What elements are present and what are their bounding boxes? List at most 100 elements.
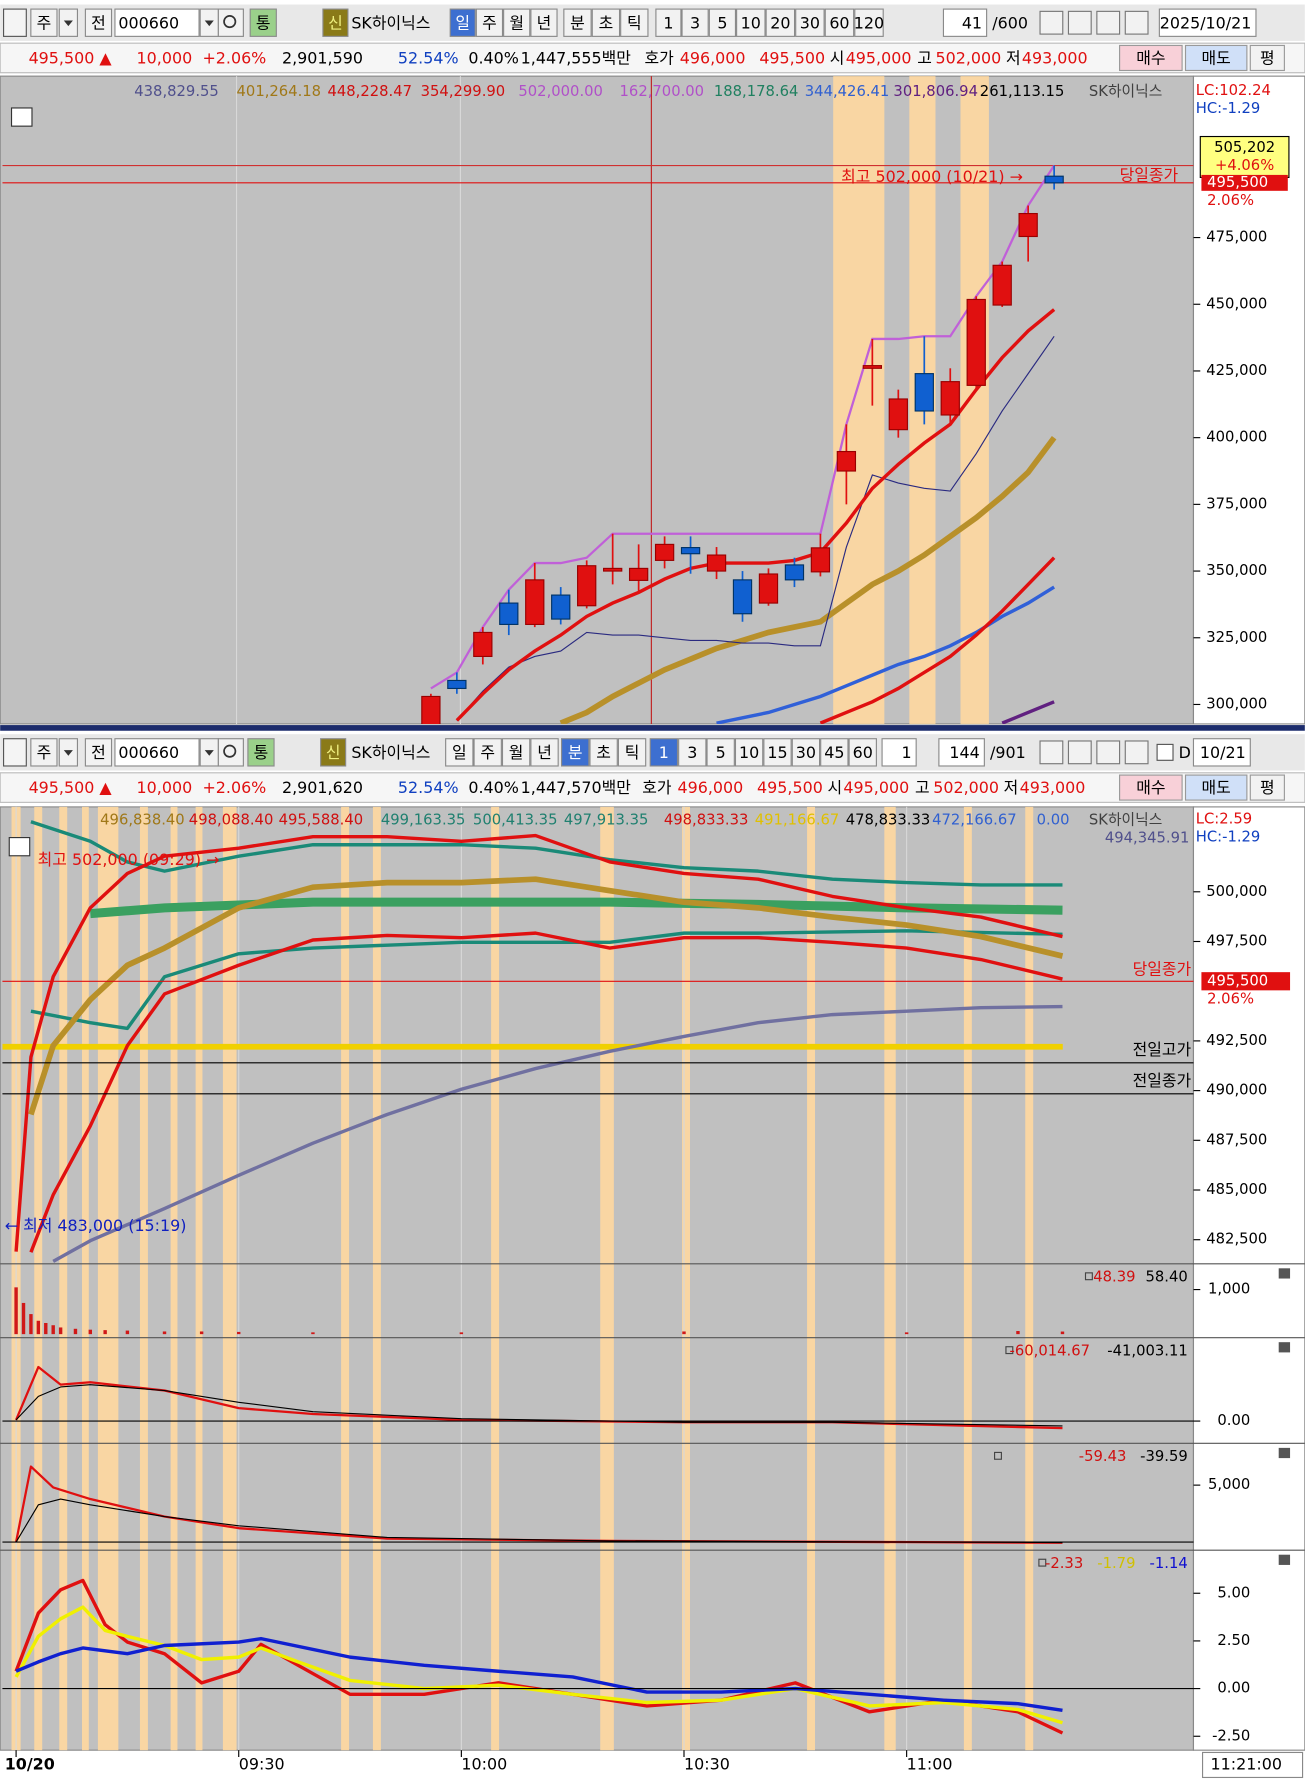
pane-close[interactable] — [1278, 1268, 1291, 1279]
toolbar-text[interactable]: 10/21 — [1200, 743, 1246, 762]
pane-close[interactable] — [1278, 1447, 1291, 1459]
order-button[interactable] — [1249, 774, 1285, 801]
tool-icon[interactable] — [1124, 10, 1149, 35]
toolbar-button[interactable] — [620, 8, 649, 37]
toolbar-text[interactable]: 45 — [824, 743, 844, 762]
search-button[interactable] — [217, 8, 244, 37]
toolbar-button[interactable] — [938, 738, 985, 767]
toolbar-button[interactable] — [84, 738, 113, 767]
order-button-text[interactable]: 매도 — [1202, 778, 1231, 797]
toolbar-button[interactable] — [320, 738, 347, 767]
order-button[interactable] — [1184, 44, 1248, 72]
toolbar-button[interactable] — [708, 8, 737, 37]
order-button[interactable] — [1119, 774, 1183, 801]
toolbar-text[interactable]: 주 — [37, 743, 52, 762]
toolbar-button[interactable] — [1192, 738, 1251, 767]
toolbar-button[interactable] — [649, 738, 679, 767]
toolbar-button[interactable] — [681, 8, 709, 37]
toolbar-button[interactable] — [848, 738, 877, 767]
toolbar-text[interactable]: 60 — [829, 13, 849, 32]
order-button-text[interactable]: 매수 — [1136, 49, 1165, 68]
checkbox[interactable] — [1156, 743, 1174, 761]
toolbar-text[interactable]: 틱 — [625, 743, 640, 762]
toolbar-button[interactable] — [114, 738, 200, 767]
toolbar-text[interactable]: 월 — [509, 13, 524, 32]
toolbar-text[interactable]: 분 — [568, 743, 583, 762]
toolbar-text[interactable]: 000660 — [118, 743, 179, 762]
toolbar-text[interactable]: 신 — [328, 13, 343, 32]
toolbar-button[interactable] — [820, 738, 849, 767]
toolbar-text[interactable]: 1 — [663, 13, 673, 32]
toolbar-button[interactable] — [1158, 8, 1257, 37]
toolbar-text[interactable]: 120 — [854, 13, 884, 32]
toolbar-button[interactable] — [30, 8, 58, 37]
toolbar-button[interactable] — [561, 738, 590, 767]
toolbar-text[interactable]: 주 — [480, 743, 495, 762]
toolbar-button[interactable] — [473, 738, 502, 767]
toolbar-button[interactable] — [249, 8, 277, 37]
toolbar-text[interactable]: 일 — [455, 13, 470, 32]
order-button-text[interactable]: 평 — [1260, 49, 1275, 68]
toolbar-button[interactable] — [854, 8, 884, 37]
toolbar-button[interactable] — [589, 738, 618, 767]
search-button[interactable] — [217, 738, 244, 767]
toolbar-button[interactable] — [114, 8, 200, 37]
toolbar-button[interactable] — [678, 738, 707, 767]
toolbar-text[interactable]: 144 — [949, 743, 979, 762]
toolbar-button[interactable] — [942, 8, 988, 37]
tool-icon[interactable] — [1124, 740, 1149, 765]
pane-close[interactable] — [1278, 1342, 1291, 1353]
tool-icon[interactable] — [1067, 740, 1092, 765]
toolbar-text[interactable]: 전 — [91, 13, 106, 32]
toolbar-text[interactable]: 통 — [256, 13, 271, 32]
toolbar-button[interactable] — [795, 8, 825, 37]
toolbar-text[interactable]: 2025/10/21 — [1160, 13, 1252, 32]
tool-icon[interactable] — [1039, 10, 1064, 35]
toolbar-button[interactable] — [563, 8, 592, 37]
tool-icon[interactable] — [1067, 10, 1092, 35]
toolbar-text[interactable]: 주 — [482, 13, 497, 32]
toolbar-text[interactable]: 전 — [91, 743, 106, 762]
order-button[interactable] — [1184, 774, 1248, 801]
toolbar-text[interactable]: 5 — [717, 13, 727, 32]
toolbar-text[interactable]: 000660 — [118, 13, 179, 32]
toolbar-button[interactable] — [763, 738, 792, 767]
toolbar-button[interactable] — [617, 738, 647, 767]
toolbar-button[interactable] — [445, 738, 474, 767]
toolbar-button[interactable] — [791, 738, 821, 767]
toolbar-text[interactable]: 1 — [901, 743, 911, 762]
toolbar-button[interactable] — [475, 8, 504, 37]
toolbar-button[interactable] — [530, 8, 558, 37]
toolbar-text[interactable]: 20 — [770, 13, 790, 32]
order-button-text[interactable]: 평 — [1260, 778, 1275, 797]
toolbar-text[interactable]: 30 — [800, 13, 820, 32]
toolbar-button[interactable] — [881, 738, 917, 767]
tool-icon[interactable] — [1096, 10, 1121, 35]
toolbar-text[interactable]: 30 — [796, 743, 816, 762]
tool-icon[interactable] — [1039, 740, 1064, 765]
toolbar-text[interactable]: 60 — [853, 743, 873, 762]
toolbar-text[interactable]: 1 — [659, 743, 669, 762]
toolbar-button[interactable] — [736, 8, 766, 37]
order-button[interactable] — [1119, 44, 1183, 72]
toolbar-text[interactable]: 신 — [326, 743, 341, 762]
toolbar-text[interactable]: 10 — [739, 743, 759, 762]
toolbar-text[interactable]: 월 — [509, 743, 524, 762]
toolbar-button[interactable] — [655, 8, 682, 37]
order-button-text[interactable]: 매수 — [1136, 778, 1165, 797]
toolbar-button[interactable] — [591, 8, 621, 37]
toolbar-button[interactable] — [449, 8, 476, 37]
toolbar-text[interactable]: 틱 — [627, 13, 642, 32]
toolbar-button[interactable] — [84, 8, 113, 37]
toolbar-button[interactable] — [503, 8, 531, 37]
toolbar-text[interactable]: 초 — [596, 743, 611, 762]
toolbar-text[interactable]: 통 — [254, 743, 269, 762]
pane-close[interactable] — [1278, 1554, 1291, 1565]
toolbar-text[interactable]: 3 — [687, 743, 697, 762]
toolbar-text[interactable]: 초 — [599, 13, 614, 32]
toolbar-text[interactable]: 년 — [537, 13, 552, 32]
toolbar-text[interactable]: 15 — [767, 743, 787, 762]
tool-icon[interactable] — [1096, 740, 1121, 765]
toolbar-button[interactable] — [706, 738, 735, 767]
order-button[interactable] — [1249, 44, 1285, 72]
